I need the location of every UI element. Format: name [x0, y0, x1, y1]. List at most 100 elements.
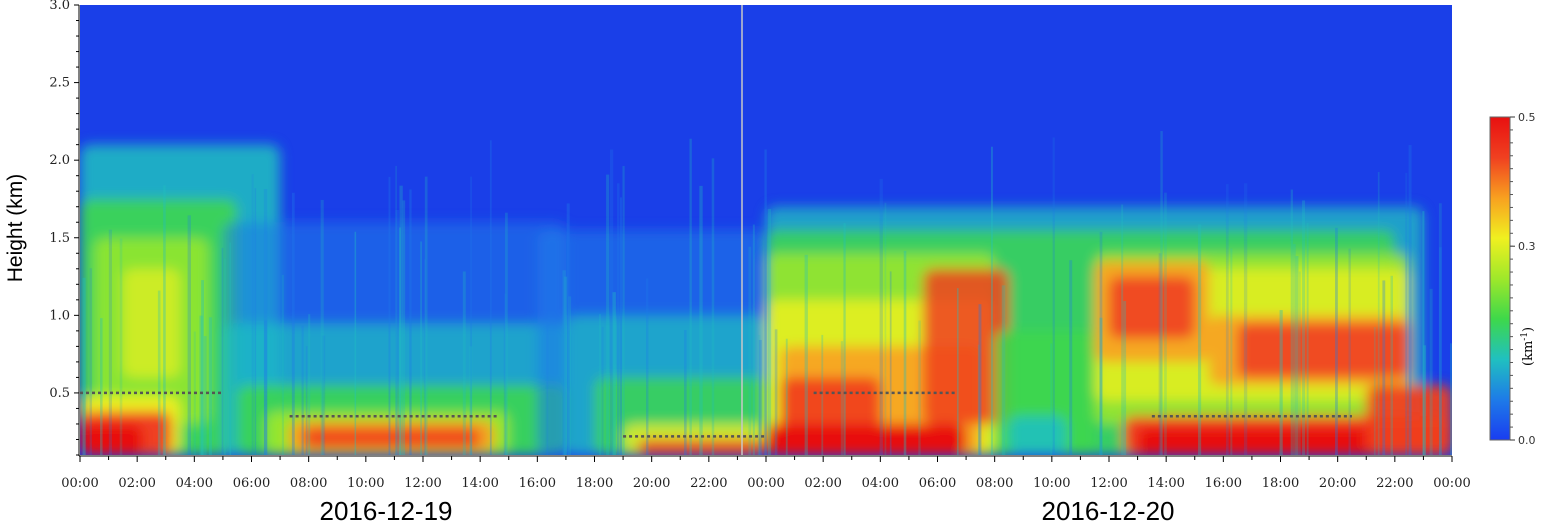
heatmap-streak: [978, 304, 982, 455]
heatmap-streak: [462, 271, 466, 455]
colorbar-tick-label: 0.3: [1518, 240, 1536, 253]
x-tick-label: 02:00: [118, 476, 155, 491]
x-tick-label: 12:00: [404, 476, 441, 491]
heatmap-streak: [108, 229, 112, 455]
heatmap-streak: [1348, 248, 1351, 455]
heatmap-streak: [956, 288, 959, 455]
heatmap-streak: [1099, 317, 1103, 455]
heatmap-streak: [711, 158, 715, 455]
x-tick-label: 08:00: [976, 476, 1013, 491]
heatmap-streak: [208, 317, 212, 455]
heatmap-streak: [821, 334, 824, 455]
heatmap-streak: [1069, 260, 1073, 455]
x-tick-label: 14:00: [1147, 476, 1184, 491]
heatmap-streak: [606, 174, 610, 455]
heatmap-streak: [1160, 131, 1163, 455]
heatmap-streak: [1423, 345, 1426, 455]
heatmap-region: [1237, 323, 1410, 378]
heatmap-streak: [622, 166, 625, 455]
heatmap-streak: [1306, 222, 1309, 455]
x-tick-label: 04:00: [862, 476, 899, 491]
heatmap-streak: [562, 270, 566, 455]
heatmap-streak: [1164, 192, 1167, 455]
heatmap-streak: [843, 223, 846, 455]
heatmap-streak: [612, 292, 616, 455]
heatmap-streak: [1382, 280, 1386, 455]
heatmap-streak: [354, 231, 357, 455]
y-tick-label: 1.0: [49, 308, 70, 323]
heatmap-streak: [1450, 343, 1452, 455]
x-tick-label: 08:00: [290, 476, 327, 491]
heatmap-streak: [1298, 271, 1301, 455]
heatmap-streak: [1290, 189, 1293, 455]
colorbar-unit-label: (km-1): [1520, 327, 1536, 366]
y-axis-title: Height (km): [4, 174, 27, 283]
heatmap-streak: [699, 185, 703, 455]
heatmap-streak: [1293, 244, 1296, 455]
heatmap-streak: [199, 315, 203, 455]
heatmap-streak: [646, 278, 649, 455]
heatmap-intensity-field: [80, 144, 1452, 455]
heatmap-plot-area: [80, 5, 1452, 455]
heatmap-streak: [119, 238, 123, 455]
heatmap-streak: [320, 199, 324, 455]
heatmap-streak: [82, 277, 86, 455]
heatmap-region: [637, 439, 766, 455]
heatmap-streak: [264, 320, 268, 455]
heatmap-streak: [1050, 343, 1053, 455]
x-tick-label: 10:00: [347, 476, 384, 491]
heatmap-streak: [263, 189, 268, 455]
heatmap-streak: [619, 197, 622, 455]
heatmap-streak: [562, 271, 566, 455]
x-tick-label: 00:00: [1433, 476, 1470, 491]
heatmap-streak: [884, 202, 887, 455]
heatmap-streak: [1225, 184, 1229, 455]
heatmap-streak: [1422, 211, 1425, 455]
x-tick-label: 06:00: [919, 476, 956, 491]
heatmap-streak: [100, 318, 103, 455]
heatmap-vertical-streaks: [82, 131, 1452, 455]
heatmap-streak: [223, 258, 227, 455]
heatmap-streak: [395, 209, 399, 455]
heatmap-streak: [609, 149, 614, 455]
heatmap-streak: [566, 203, 570, 455]
heatmap-streak: [918, 320, 921, 455]
heatmap-streak: [684, 329, 687, 455]
heatmap-streak: [254, 188, 257, 455]
heatmap-streak: [804, 254, 808, 455]
heatmap-streak: [203, 336, 207, 455]
y-tick-label: 1.5: [49, 231, 70, 246]
heatmap-streak: [1390, 275, 1393, 455]
heatmap-streak: [388, 176, 391, 455]
heatmap-streak: [1377, 172, 1380, 455]
y-tick-label: 2.5: [49, 76, 70, 91]
heatmap-streak: [1302, 200, 1306, 455]
heatmap-streak: [1099, 231, 1103, 455]
x-tick-label: 18:00: [576, 476, 613, 491]
date-label-day2: 2016-12-20: [1042, 496, 1175, 522]
heatmap-streak: [409, 189, 412, 455]
heatmap-region: [923, 268, 1009, 424]
heatmap-streak: [305, 346, 308, 455]
heatmap-streak: [598, 314, 601, 455]
heatmap-streak: [563, 276, 568, 455]
heatmap-streak: [489, 140, 492, 455]
heatmap-streak: [1121, 204, 1124, 455]
heatmap-streak: [764, 149, 767, 455]
heatmap-streak: [89, 268, 92, 455]
heatmap-streak: [163, 185, 166, 455]
heatmap-streak: [748, 246, 752, 455]
heatmap-streak: [758, 339, 762, 455]
y-axis-ticks: 0.5 1.0 1.5 2.0 2.5 3.0: [49, 0, 79, 456]
heatmap-streak: [291, 192, 295, 455]
heatmap-region: [1366, 385, 1452, 455]
x-tick-label: 10:00: [1033, 476, 1070, 491]
x-tick-label: 14:00: [461, 476, 498, 491]
heatmap-streak: [221, 247, 224, 455]
heatmap-streak: [503, 293, 507, 455]
heatmap-streak: [1198, 224, 1202, 455]
x-tick-label: 12:00: [1090, 476, 1127, 491]
heatmap-region: [122, 268, 181, 378]
heatmap-streak: [977, 344, 980, 455]
